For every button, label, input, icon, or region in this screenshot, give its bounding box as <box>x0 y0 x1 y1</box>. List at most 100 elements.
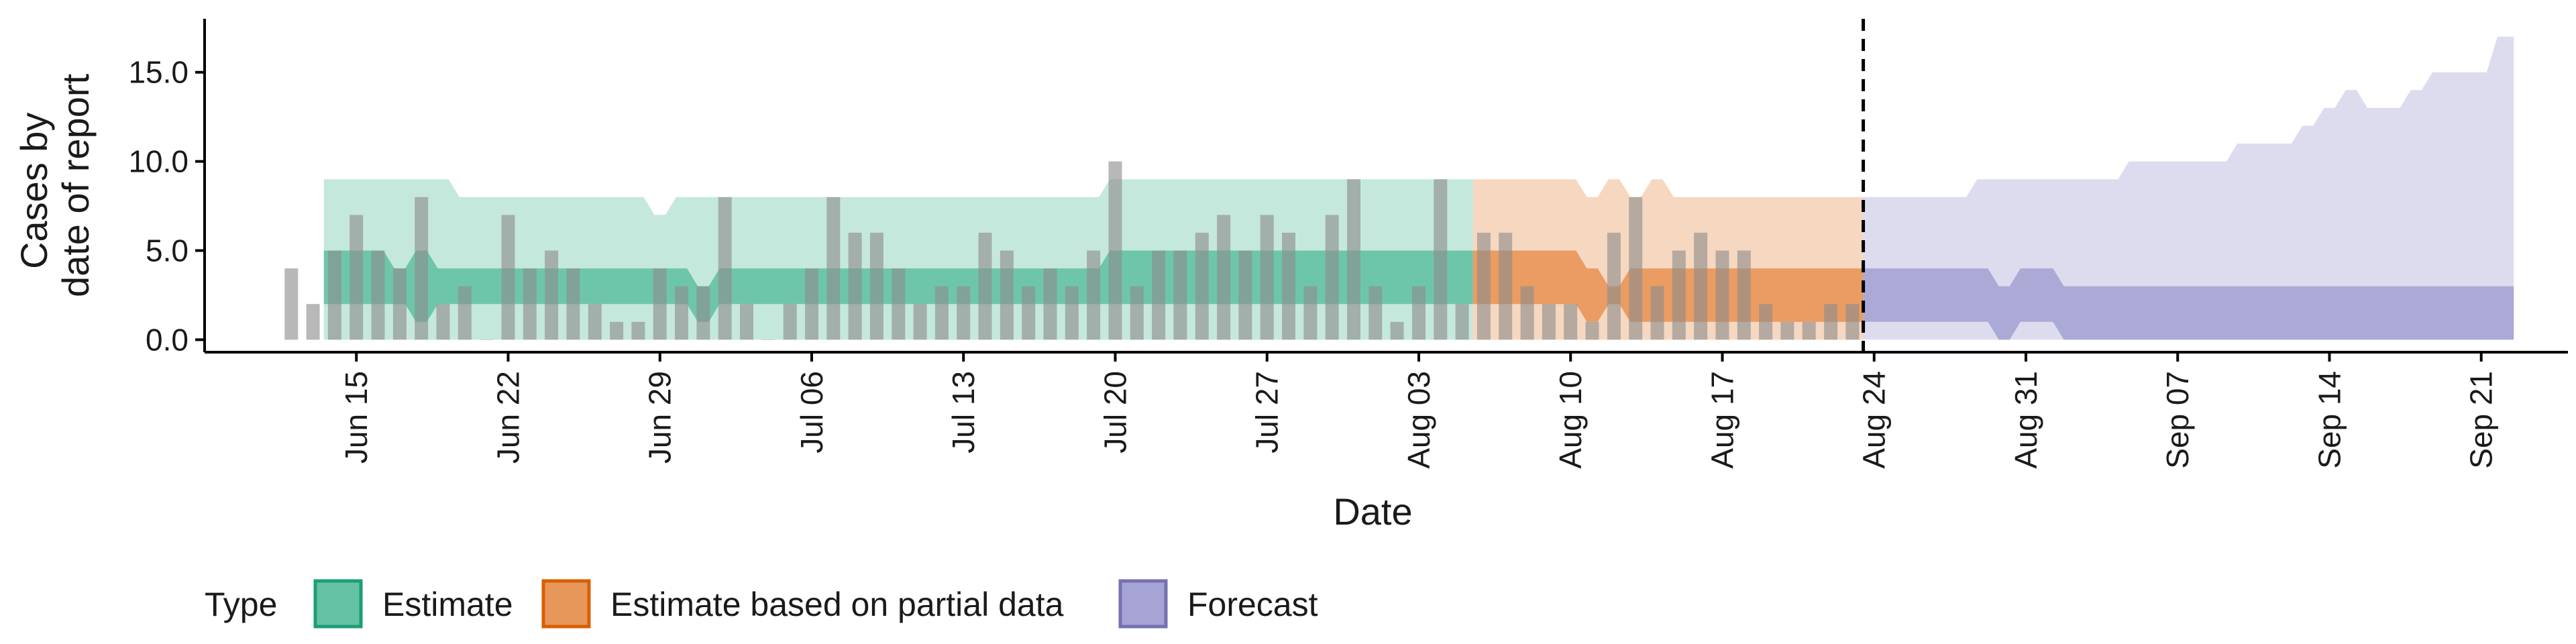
bar-2021-06-22 <box>501 215 515 340</box>
bar-2021-08-12 <box>1607 232 1621 340</box>
bar-2021-07-13 <box>957 286 971 340</box>
x-tick-label-2021-09-07: Sep 07 <box>2160 371 2195 469</box>
bar-2021-08-01 <box>1368 286 1383 340</box>
bar-2021-08-07 <box>1499 232 1513 340</box>
bar-2021-07-30 <box>1325 215 1339 340</box>
bar-2021-08-19 <box>1759 304 1773 340</box>
y-tick-label-5.0: 5.0 <box>146 233 189 268</box>
x-tick-label-2021-08-24: Aug 24 <box>1857 371 1892 469</box>
bar-2021-06-24 <box>545 250 559 340</box>
bar-2021-08-02 <box>1390 321 1404 340</box>
x-axis: Jun 15 Jun 22 Jun 29 Jul 06 Jul 13 Jul 20 Jul … <box>205 351 2568 469</box>
bar-2021-07-20 <box>1108 161 1122 340</box>
bar-2021-06-17 <box>392 268 407 340</box>
y-axis-title-line-1: Cases by <box>13 113 55 269</box>
legend-label-estimate: Estimate <box>382 586 513 623</box>
bar-2021-08-15 <box>1672 250 1686 340</box>
x-tick-label-2021-09-21: Sep 21 <box>2464 371 2499 469</box>
legend-title: Type <box>205 586 277 623</box>
y-tick-label-10.0: 10.0 <box>128 144 189 179</box>
plot-area <box>284 19 2514 352</box>
x-tick-label-2021-06-22: Jun 22 <box>490 371 525 464</box>
x-tick-label-2021-09-14: Sep 14 <box>2312 371 2347 469</box>
bar-2021-07-15 <box>1000 250 1014 340</box>
bar-2021-07-03 <box>740 304 753 340</box>
bar-2021-08-14 <box>1650 286 1664 340</box>
y-ticks: 0.0 5.0 10.0 15.0 <box>128 55 205 357</box>
bar-2021-06-30 <box>675 286 688 340</box>
reported-cases-bars <box>284 161 1860 340</box>
bar-2021-07-24 <box>1195 232 1209 340</box>
bar-2021-07-04 <box>761 339 775 340</box>
x-tick-label-2021-07-13: Jul 13 <box>946 371 981 453</box>
bar-2021-07-21 <box>1130 286 1144 340</box>
bar-2021-08-17 <box>1715 250 1729 340</box>
bar-2021-07-11 <box>913 304 927 340</box>
y-axis-title-line-2: date of report <box>54 74 97 298</box>
bar-2021-07-08 <box>848 232 862 340</box>
x-tick-label-2021-08-17: Aug 17 <box>1705 371 1739 469</box>
bar-2021-08-09 <box>1542 304 1556 340</box>
bar-2021-07-26 <box>1238 250 1252 340</box>
bar-2021-06-29 <box>653 268 667 340</box>
bar-2021-07-14 <box>978 232 992 340</box>
bar-2021-08-03 <box>1412 286 1426 340</box>
x-tick-label-2021-07-27: Jul 27 <box>1250 371 1285 453</box>
ribbon-90-forecast <box>1863 36 2514 340</box>
bar-2021-07-18 <box>1065 286 1079 340</box>
bar-2021-07-12 <box>934 286 949 340</box>
bar-2021-06-20 <box>458 286 472 340</box>
x-tick-label-2021-07-06: Jul 06 <box>794 371 829 453</box>
bar-2021-07-25 <box>1217 215 1231 340</box>
legend-key-estimate <box>313 579 363 629</box>
bar-2021-06-28 <box>631 321 645 340</box>
y-tick-label-15.0: 15.0 <box>128 55 189 90</box>
x-tick-label-2021-06-29: Jun 29 <box>643 371 678 464</box>
bar-2021-06-23 <box>523 268 537 340</box>
legend-label-estimate-based-on-partial-data: Estimate based on partial data <box>610 586 1064 623</box>
bar-2021-07-02 <box>718 197 732 340</box>
legend-label-forecast: Forecast <box>1187 586 1318 623</box>
bar-2021-06-19 <box>436 304 450 340</box>
legend-items: Estimate Estimate based on partial data Fo… <box>313 579 1318 629</box>
bar-2021-07-17 <box>1043 268 1057 340</box>
bar-2021-06-21 <box>480 339 494 340</box>
legend: Type Estimate Estimate based on partial d… <box>205 579 1318 629</box>
bar-2021-07-31 <box>1347 179 1360 340</box>
x-axis-title: Date <box>1333 490 1412 533</box>
bar-2021-07-22 <box>1152 250 1166 340</box>
bar-2021-07-05 <box>783 304 797 340</box>
bar-2021-07-16 <box>1022 286 1036 340</box>
bar-2021-08-05 <box>1455 304 1469 340</box>
bar-2021-08-11 <box>1585 321 1599 340</box>
bar-2021-06-13 <box>306 304 320 340</box>
legend-key-estimate-based-on-partial-data <box>541 579 591 629</box>
bar-2021-07-09 <box>869 232 883 340</box>
bar-2021-08-10 <box>1564 304 1578 340</box>
y-axis: 0.0 5.0 10.0 15.0 <box>128 19 206 357</box>
bar-2021-07-28 <box>1282 232 1295 340</box>
bar-2021-06-14 <box>327 250 341 340</box>
bar-2021-07-27 <box>1260 215 1274 340</box>
bar-2021-08-04 <box>1434 179 1448 340</box>
bar-2021-07-19 <box>1087 250 1101 340</box>
bar-2021-07-29 <box>1303 286 1318 340</box>
bar-2021-08-21 <box>1802 321 1816 340</box>
bar-2021-08-22 <box>1824 304 1838 340</box>
bar-2021-07-06 <box>805 268 818 340</box>
legend-key-forecast <box>1118 579 1168 629</box>
bar-2021-06-26 <box>588 304 602 340</box>
bar-2021-06-16 <box>371 250 385 340</box>
bar-2021-08-20 <box>1780 321 1794 340</box>
bar-2021-08-08 <box>1520 286 1534 340</box>
bar-2021-06-18 <box>415 197 429 340</box>
bar-2021-08-16 <box>1694 232 1708 340</box>
bar-2021-08-06 <box>1477 232 1491 340</box>
ribbon-50-forecast <box>1863 268 2514 340</box>
bar-2021-08-23 <box>1845 304 1860 340</box>
bar-2021-06-25 <box>566 268 580 340</box>
bar-2021-06-12 <box>284 268 299 340</box>
bar-2021-06-27 <box>610 321 624 340</box>
bar-2021-06-15 <box>350 215 364 340</box>
